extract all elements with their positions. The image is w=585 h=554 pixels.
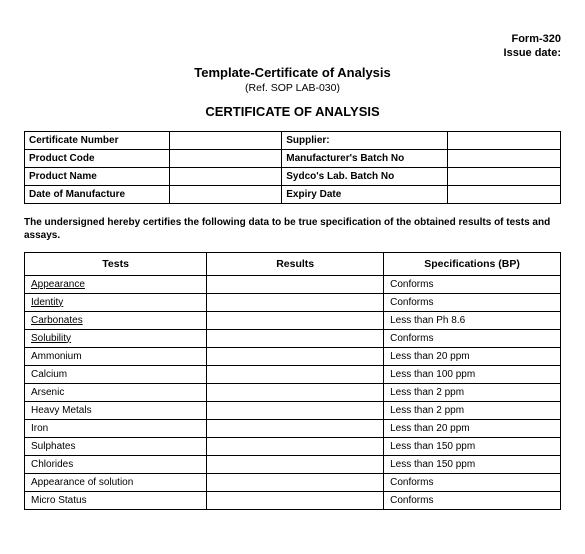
table-row: Sulphates Less than 150 ppm xyxy=(25,437,561,455)
test-name: Heavy Metals xyxy=(25,401,207,419)
table-row: Appearance of solution Conforms xyxy=(25,473,561,491)
test-name: Carbonates xyxy=(25,311,207,329)
test-spec: Less than 2 ppm xyxy=(384,383,561,401)
issue-date-label: Issue date: xyxy=(24,46,561,60)
test-spec: Less than 150 ppm xyxy=(384,455,561,473)
table-row: Arsenic Less than 2 ppm xyxy=(25,383,561,401)
supplier-label: Supplier: xyxy=(282,131,448,149)
test-result xyxy=(207,401,384,419)
test-name: Solubility xyxy=(25,329,207,347)
sydco-batch-label: Sydco's Lab. Batch No xyxy=(282,167,448,185)
form-number: Form-320 xyxy=(24,32,561,46)
mfg-batch-value xyxy=(448,149,561,167)
table-row: Carbonates Less than Ph 8.6 xyxy=(25,311,561,329)
col-specs: Specifications (BP) xyxy=(384,252,561,275)
table-row: Heavy Metals Less than 2 ppm xyxy=(25,401,561,419)
supplier-value xyxy=(448,131,561,149)
dom-label: Date of Manufacture xyxy=(25,185,170,203)
test-spec: Conforms xyxy=(384,491,561,509)
table-row: Micro Status Conforms xyxy=(25,491,561,509)
test-result xyxy=(207,329,384,347)
col-results: Results xyxy=(207,252,384,275)
prod-code-label: Product Code xyxy=(25,149,170,167)
table-row: Ammonium Less than 20 ppm xyxy=(25,347,561,365)
test-spec: Less than 2 ppm xyxy=(384,401,561,419)
dom-value xyxy=(169,185,282,203)
test-name: Sulphates xyxy=(25,437,207,455)
test-name: Appearance xyxy=(25,275,207,293)
test-name: Chlorides xyxy=(25,455,207,473)
table-row: Iron Less than 20 ppm xyxy=(25,419,561,437)
reference-line: (Ref. SOP LAB-030) xyxy=(24,82,561,94)
test-name: Arsenic xyxy=(25,383,207,401)
tests-table: Tests Results Specifications (BP) Appear… xyxy=(24,252,561,510)
test-name: Identity xyxy=(25,293,207,311)
header-right: Form-320 Issue date: xyxy=(24,32,561,61)
test-name: Appearance of solution xyxy=(25,473,207,491)
test-result xyxy=(207,473,384,491)
sydco-batch-value xyxy=(448,167,561,185)
cert-no-value xyxy=(169,131,282,149)
test-result xyxy=(207,347,384,365)
table-row: Calcium Less than 100 ppm xyxy=(25,365,561,383)
prod-name-value xyxy=(169,167,282,185)
test-result xyxy=(207,383,384,401)
test-spec: Less than 100 ppm xyxy=(384,365,561,383)
table-row: Identity Conforms xyxy=(25,293,561,311)
test-name: Micro Status xyxy=(25,491,207,509)
test-result xyxy=(207,275,384,293)
test-spec: Conforms xyxy=(384,329,561,347)
test-spec: Less than 150 ppm xyxy=(384,437,561,455)
test-name: Ammonium xyxy=(25,347,207,365)
certificate-page: Form-320 Issue date: Template-Certificat… xyxy=(0,0,585,530)
table-row: Solubility Conforms xyxy=(25,329,561,347)
test-result xyxy=(207,455,384,473)
mfg-batch-label: Manufacturer's Batch No xyxy=(282,149,448,167)
test-result xyxy=(207,365,384,383)
test-spec: Conforms xyxy=(384,275,561,293)
certification-statement: The undersigned hereby certifies the fol… xyxy=(24,216,561,242)
test-name: Iron xyxy=(25,419,207,437)
prod-code-value xyxy=(169,149,282,167)
test-spec: Conforms xyxy=(384,473,561,491)
test-result xyxy=(207,311,384,329)
table-row: Appearance Conforms xyxy=(25,275,561,293)
template-title: Template-Certificate of Analysis xyxy=(24,65,561,80)
test-spec: Conforms xyxy=(384,293,561,311)
cert-no-label: Certificate Number xyxy=(25,131,170,149)
test-result xyxy=(207,437,384,455)
test-spec: Less than 20 ppm xyxy=(384,347,561,365)
test-spec: Less than Ph 8.6 xyxy=(384,311,561,329)
prod-name-label: Product Name xyxy=(25,167,170,185)
test-result xyxy=(207,293,384,311)
expiry-label: Expiry Date xyxy=(282,185,448,203)
main-title: CERTIFICATE OF ANALYSIS xyxy=(24,104,561,119)
expiry-value xyxy=(448,185,561,203)
col-tests: Tests xyxy=(25,252,207,275)
test-result xyxy=(207,491,384,509)
test-name: Calcium xyxy=(25,365,207,383)
table-row: Chlorides Less than 150 ppm xyxy=(25,455,561,473)
test-result xyxy=(207,419,384,437)
info-table: Certificate Number Supplier: Product Cod… xyxy=(24,131,561,204)
test-spec: Less than 20 ppm xyxy=(384,419,561,437)
